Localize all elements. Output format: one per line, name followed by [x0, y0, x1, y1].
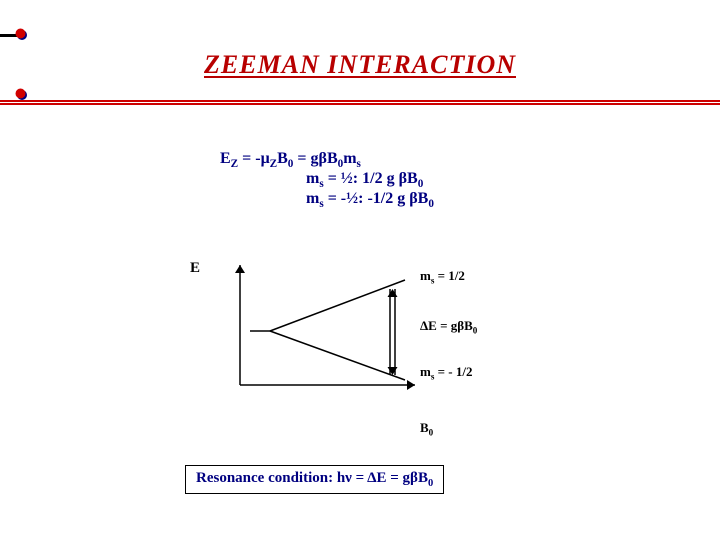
bullet-icon-1 — [15, 28, 27, 40]
equation-line-1: EZ = -μZB0 = gβB0ms — [220, 150, 434, 170]
label-delta-e: ΔE = gβB0 — [420, 318, 477, 336]
resonance-condition-box: Resonance condition: hν = ΔE = gβB0 — [185, 465, 444, 494]
axis-label-energy: E — [190, 260, 200, 277]
axis-label-b0: B0 — [420, 420, 433, 438]
bullet-icon-2 — [15, 88, 27, 100]
header-red-line-1 — [0, 100, 720, 102]
equation-line-3: ms = -½: -1/2 g βB0 — [220, 190, 434, 210]
header-red-line-2 — [0, 103, 720, 105]
title-container: ZEEMAN INTERACTION — [0, 50, 720, 80]
zeeman-diagram — [210, 255, 450, 425]
label-ms-minus-half: ms = - 1/2 — [420, 364, 473, 382]
equations-block: EZ = -μZB0 = gβB0ms ms = ½: 1/2 g βB0 ms… — [220, 150, 434, 211]
equation-line-2: ms = ½: 1/2 g βB0 — [220, 170, 434, 190]
label-ms-plus-half: ms = 1/2 — [420, 268, 465, 286]
page-title: ZEEMAN INTERACTION — [204, 50, 516, 80]
